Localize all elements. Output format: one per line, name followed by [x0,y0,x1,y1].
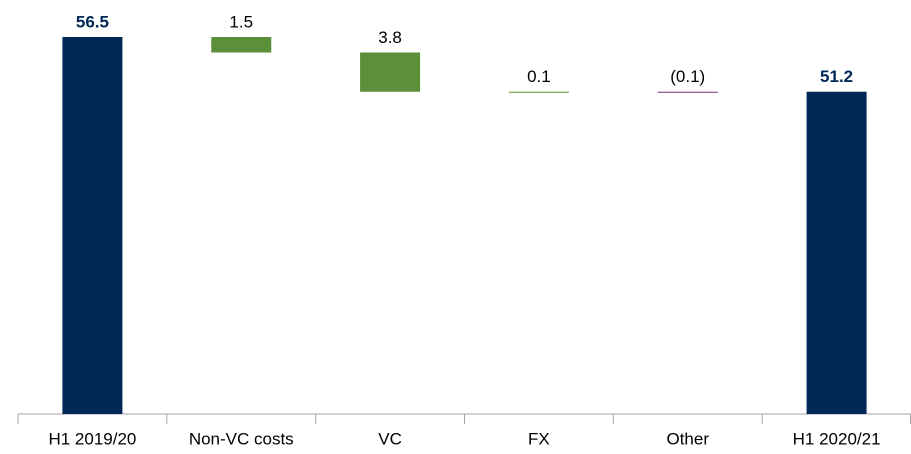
x-tick-label: H1 2020/21 [793,429,881,448]
x-tick-label: VC [378,429,402,448]
value-label: 51.2 [820,67,853,86]
bar [211,37,272,53]
bar [62,37,123,414]
value-label: 0.1 [527,67,551,86]
value-label: (0.1) [670,67,705,86]
value-label: 3.8 [378,28,402,47]
x-tick-label: H1 2019/20 [48,429,136,448]
x-tick-label: FX [528,429,550,448]
bar [508,91,569,93]
value-label: 1.5 [229,12,253,31]
x-tick-label: Other [666,429,709,448]
bar [360,52,421,92]
bar [806,91,867,414]
value-label: 56.5 [76,12,109,31]
x-tick-label: Non-VC costs [189,429,294,448]
bar [657,91,718,93]
